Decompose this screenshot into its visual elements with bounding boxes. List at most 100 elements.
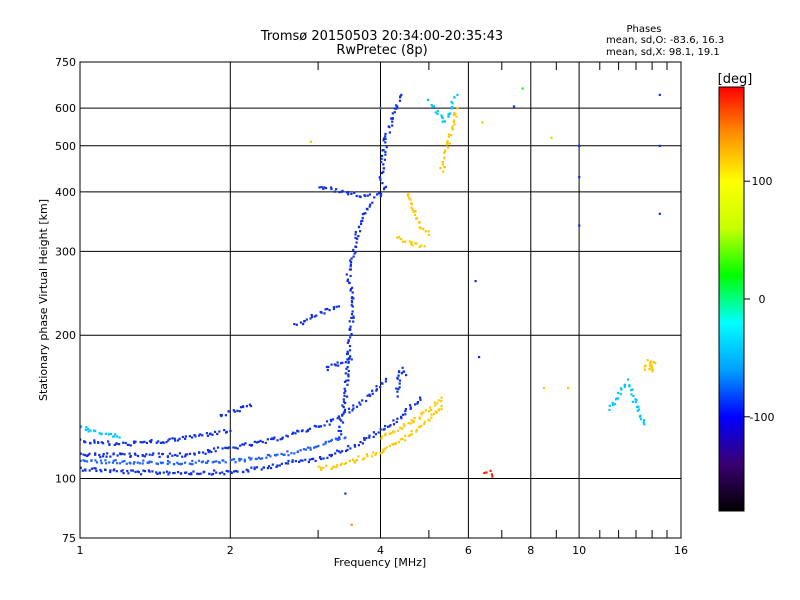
data-point xyxy=(327,440,330,443)
data-point xyxy=(247,470,250,473)
data-point xyxy=(307,428,310,432)
data-point xyxy=(419,227,422,230)
data-point xyxy=(107,433,110,436)
data-point xyxy=(352,407,355,410)
data-point xyxy=(100,470,103,473)
data-point xyxy=(401,366,404,369)
data-point xyxy=(320,186,323,189)
data-point xyxy=(112,452,115,455)
data-point xyxy=(375,389,378,392)
data-point xyxy=(224,446,227,449)
data-point xyxy=(265,456,268,459)
data-point xyxy=(327,365,330,368)
data-point xyxy=(636,405,639,408)
data-point xyxy=(383,158,386,161)
data-point xyxy=(341,450,344,453)
data-point xyxy=(345,191,349,194)
data-point xyxy=(131,469,135,472)
data-point xyxy=(185,471,188,474)
data-point xyxy=(648,367,651,370)
data-point xyxy=(346,448,349,451)
data-point xyxy=(343,391,346,394)
data-point xyxy=(350,304,353,307)
data-point xyxy=(180,462,183,465)
data-point xyxy=(348,320,351,323)
data-point xyxy=(102,442,105,445)
data-point xyxy=(630,393,633,396)
data-point xyxy=(379,428,382,431)
data-point xyxy=(245,405,248,408)
data-point xyxy=(242,471,245,474)
data-point xyxy=(338,418,342,421)
data-point xyxy=(491,475,494,478)
data-point xyxy=(323,186,326,189)
data-point xyxy=(172,472,175,475)
data-point xyxy=(194,435,197,438)
grid-lines xyxy=(80,62,681,538)
data-point xyxy=(217,461,220,464)
data-point xyxy=(384,141,387,144)
data-point xyxy=(317,444,320,448)
data-point xyxy=(278,464,281,467)
data-point xyxy=(409,407,412,410)
data-point xyxy=(444,150,447,153)
data-point xyxy=(132,440,136,443)
data-point xyxy=(179,463,182,466)
data-point xyxy=(366,194,369,197)
data-point xyxy=(150,460,153,464)
data-point xyxy=(644,364,647,367)
data-point xyxy=(310,315,314,319)
data-point xyxy=(364,194,367,198)
data-point xyxy=(397,236,400,239)
data-point xyxy=(232,409,235,412)
data-point xyxy=(353,460,356,463)
data-point xyxy=(478,356,481,359)
data-point xyxy=(404,439,407,442)
data-point xyxy=(351,301,354,304)
data-point xyxy=(211,433,214,436)
data-point xyxy=(238,410,241,413)
data-point xyxy=(208,472,211,475)
data-point xyxy=(451,102,454,105)
data-point xyxy=(347,407,351,410)
data-point xyxy=(440,408,443,411)
data-point xyxy=(447,135,450,138)
data-point xyxy=(384,377,388,380)
y-tick-label: 600 xyxy=(55,102,76,115)
data-point xyxy=(396,417,399,420)
data-point xyxy=(322,457,325,460)
data-point xyxy=(372,435,375,438)
data-point xyxy=(124,441,127,445)
data-point xyxy=(269,455,272,458)
data-point xyxy=(420,244,423,247)
data-point xyxy=(145,453,148,456)
data-point xyxy=(257,440,260,443)
data-point xyxy=(431,105,434,108)
data-point xyxy=(349,265,352,268)
plot-frame xyxy=(79,61,682,539)
data-point xyxy=(262,466,265,469)
data-point xyxy=(338,437,341,441)
data-point xyxy=(422,228,425,231)
data-point xyxy=(357,226,361,229)
data-point xyxy=(313,424,316,428)
data-point xyxy=(149,441,153,444)
data-point xyxy=(136,454,140,458)
data-point xyxy=(452,113,455,117)
data-point xyxy=(291,459,294,462)
data-point xyxy=(451,127,454,130)
data-point xyxy=(218,430,221,433)
data-point xyxy=(102,453,105,456)
data-point xyxy=(133,441,136,445)
data-point xyxy=(120,470,123,473)
data-point xyxy=(345,273,348,276)
data-point xyxy=(637,408,640,411)
data-point xyxy=(423,245,426,248)
data-point xyxy=(372,431,375,434)
data-point xyxy=(156,462,159,466)
data-point xyxy=(293,323,296,326)
data-point xyxy=(410,203,413,206)
data-point xyxy=(308,458,311,461)
data-point xyxy=(382,188,386,191)
data-point xyxy=(453,96,456,99)
